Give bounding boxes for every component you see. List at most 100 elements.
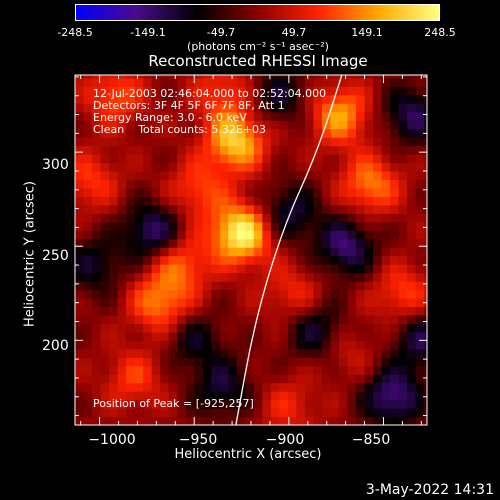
- heatmap-cell: [160, 408, 170, 418]
- heatmap-cell: [160, 77, 170, 87]
- heatmap-cell: [100, 86, 110, 96]
- heatmap-cell: [364, 154, 374, 164]
- heatmap-cell: [287, 120, 298, 130]
- heatmap-cell: [194, 382, 204, 392]
- heatmap-cell: [219, 111, 229, 121]
- heatmap-cell: [347, 323, 357, 333]
- heatmap-cell: [177, 281, 187, 291]
- heatmap-cell: [313, 103, 323, 113]
- heatmap-cell: [151, 264, 161, 274]
- heatmap-cell: [109, 416, 119, 425]
- heatmap-cell: [126, 408, 136, 418]
- heatmap-cell: [296, 382, 306, 392]
- heatmap-cell: [270, 281, 280, 291]
- heatmap-cell: [356, 103, 366, 113]
- heatmap-cell: [83, 297, 93, 308]
- heatmap-cell: [424, 331, 427, 341]
- heatmap-cell: [160, 340, 170, 350]
- heatmap-cell: [185, 128, 195, 138]
- heatmap-cell: [390, 111, 400, 121]
- heatmap-cell: [109, 187, 119, 197]
- heatmap-cell: [100, 154, 110, 164]
- heatmap-cell: [304, 323, 315, 333]
- heatmap-cell: [160, 238, 170, 248]
- heatmap-cell: [330, 154, 340, 164]
- heatmap-cell: [415, 204, 425, 214]
- heatmap-cell: [330, 391, 340, 401]
- heatmap-cell: [219, 289, 229, 299]
- heatmap-cell: [356, 382, 366, 392]
- heatmap-cell: [245, 340, 255, 350]
- heatmap-cell: [100, 272, 110, 282]
- heatmap-cell: [313, 196, 323, 206]
- heatmap-cell: [160, 306, 170, 316]
- heatmap-cell: [339, 137, 349, 147]
- heatmap-cell: [270, 204, 280, 214]
- heatmap-cell: [313, 238, 323, 248]
- heatmap-cell: [253, 162, 263, 172]
- heatmap-cell: [364, 306, 374, 316]
- heatmap-cell: [160, 374, 170, 384]
- heatmap-cell: [236, 382, 246, 392]
- heatmap-cell: [279, 196, 289, 206]
- heatmap-cell: [168, 86, 178, 96]
- heatmap-cell: [228, 120, 238, 130]
- heatmap-cell: [296, 179, 306, 189]
- heatmap-cell: [160, 399, 170, 409]
- heatmap-cell: [168, 331, 178, 341]
- heatmap-cell: [211, 365, 221, 375]
- heatmap-cell: [117, 340, 127, 350]
- heatmap-cell: [279, 221, 289, 231]
- heatmap-cell: [185, 365, 195, 375]
- heatmap-cell: [381, 331, 391, 341]
- heatmap-cell: [330, 196, 340, 206]
- heatmap-cell: [134, 416, 144, 425]
- heatmap-cell: [270, 340, 280, 350]
- heatmap-cell: [134, 331, 144, 341]
- heatmap-cell: [262, 111, 272, 121]
- heatmap-cell: [151, 162, 161, 172]
- heatmap-cell: [160, 204, 170, 214]
- heatmap-cell: [304, 247, 315, 257]
- heatmap-cell: [304, 264, 315, 274]
- heatmap-cell: [356, 179, 366, 189]
- heatmap-cell: [424, 145, 427, 155]
- heatmap-cell: [304, 408, 315, 418]
- heatmap-cell: [83, 196, 93, 206]
- heatmap-cell: [330, 416, 340, 425]
- heatmap-cell: [424, 323, 427, 333]
- heatmap-cell: [253, 416, 263, 425]
- heatmap-cell: [177, 154, 187, 164]
- heatmap-cell: [236, 323, 246, 333]
- heatmap-cell: [75, 331, 85, 341]
- heatmap-cell: [373, 391, 383, 401]
- heatmap-cell: [143, 221, 153, 231]
- heatmap-cell: [330, 145, 340, 155]
- heatmap-cell: [304, 289, 315, 299]
- heatmap-cell: [143, 365, 153, 375]
- heatmap-cell: [339, 340, 349, 350]
- heatmap-cell: [168, 230, 178, 240]
- heatmap-cell: [253, 331, 263, 341]
- heatmap-cell: [143, 340, 153, 350]
- heatmap-cell: [245, 289, 255, 299]
- heatmap-cell: [117, 306, 127, 316]
- heatmap-cell: [83, 179, 93, 189]
- heatmap-cell: [100, 103, 110, 113]
- heatmap-cell: [219, 255, 229, 265]
- heatmap-cell: [339, 357, 349, 367]
- heatmap-cell: [321, 94, 332, 104]
- heatmap-cell: [211, 196, 221, 206]
- heatmap-cell: [92, 264, 102, 274]
- heatmap-cell: [339, 77, 349, 87]
- heatmap-cell: [211, 391, 221, 401]
- heatmap-cell: [424, 399, 427, 409]
- heatmap-cell: [168, 179, 178, 189]
- heatmap-cell: [415, 86, 425, 96]
- heatmap-cell: [92, 416, 102, 425]
- heatmap-cell: [75, 162, 85, 172]
- heatmap-cell: [330, 120, 340, 130]
- heatmap-cell: [287, 154, 298, 164]
- heatmap-cell: [407, 365, 417, 375]
- heatmap-cell: [390, 314, 400, 324]
